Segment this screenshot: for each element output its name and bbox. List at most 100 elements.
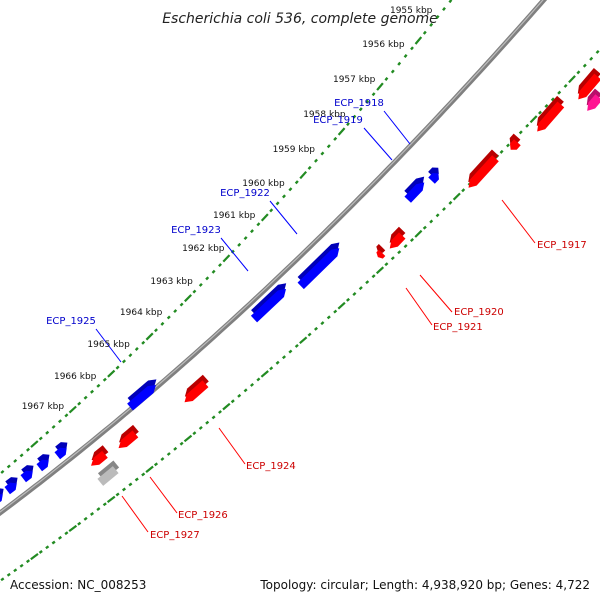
gene-reverse [536, 95, 565, 132]
inner-tick-mark [281, 355, 287, 360]
tick-label: 1964 kbp [120, 308, 163, 318]
inner-tick-mark [390, 256, 395, 261]
gene-forward [36, 454, 50, 472]
inner-tick-mark [102, 502, 107, 507]
gene-arrow-face [537, 101, 565, 132]
leader-line-forward [363, 127, 393, 161]
gene-reverse-ecp1920 [389, 226, 406, 249]
outer-tick-mark [326, 144, 331, 149]
outer-tick-mark [45, 430, 50, 435]
inner-tick-mark [337, 301, 346, 310]
inner-tick-mark [314, 326, 318, 331]
gene-reverse [91, 445, 109, 466]
tick-label: 1960 kbp [242, 179, 285, 189]
gene-arrow-face [54, 447, 67, 460]
accession-text: Accession: NC_008253 [10, 578, 147, 592]
outer-tick-mark [68, 405, 77, 414]
inner-tick-mark [218, 410, 222, 414]
inner-tick-mark [89, 512, 95, 516]
inner-tick-mark [529, 115, 538, 124]
inner-tick-mark [550, 97, 555, 102]
gene-arrow-face [578, 73, 600, 100]
gene-arrow-face [509, 139, 521, 150]
inner-tick-mark [288, 349, 293, 354]
outer-tick-mark [337, 127, 346, 136]
outer-tick-mark [414, 36, 423, 45]
outer-tick-mark [121, 359, 127, 364]
outer-tick-mark [107, 369, 116, 378]
gene-arrow-face [250, 288, 287, 323]
inner-tick-mark [30, 553, 39, 561]
outer-tick-mark [222, 254, 231, 263]
inner-tick-mark [68, 524, 78, 532]
gene-forward-ecp1918 [428, 167, 439, 184]
gene-reverse-ecp1921 [376, 244, 386, 259]
inner-tick-mark [589, 56, 594, 61]
backbone-line [0, 0, 548, 517]
inner-tick-mark [326, 315, 331, 320]
outer-tick-mark [288, 187, 293, 192]
outer-tick-mark [410, 46, 414, 51]
outer-tick-mark [376, 82, 384, 91]
outer-tick-mark [320, 151, 325, 156]
inner-tick-mark [160, 457, 165, 462]
inner-tick-mark [260, 370, 269, 378]
inner-tick-mark [563, 83, 568, 88]
leader-line-reverse [405, 287, 433, 326]
inner-tick-mark [45, 545, 50, 550]
inner-tick-mark [371, 274, 376, 279]
inner-tick-mark [269, 366, 274, 371]
inner-tick-mark [538, 110, 542, 115]
outer-tick-mark [19, 453, 24, 458]
outer-tick-mark [173, 309, 178, 314]
outer-tick-mark [134, 347, 139, 351]
inner-tick-mark [397, 250, 402, 255]
tick-label: 1956 kbp [362, 40, 405, 50]
outer-tick-ring [0, 0, 453, 476]
leader-line-forward [383, 110, 411, 145]
inner-tick-mark [83, 516, 88, 521]
gene-reverse-ecp1926 [118, 424, 139, 449]
gene-arrow-face [91, 450, 108, 466]
inner-tick-mark [320, 321, 325, 326]
outer-tick-mark [83, 395, 88, 400]
gene-label-forward: ECP_1918 [334, 98, 384, 109]
leader-line-reverse [149, 476, 178, 514]
outer-tick-mark [205, 276, 210, 281]
outer-tick-mark [154, 328, 158, 333]
inner-tick-mark [237, 393, 242, 398]
outer-tick-mark [57, 419, 63, 424]
outer-tick-mark [166, 315, 171, 320]
gene-forward-ecp1923 [250, 283, 287, 323]
inner-tick-mark [557, 90, 562, 95]
gene-arrow-face [404, 182, 425, 203]
inner-tick-mark [19, 563, 24, 568]
inner-tick-mark [13, 568, 18, 573]
tick-label: 1957 kbp [333, 75, 376, 85]
gene-labels: ECP_1918 ECP_1919 ECP_1922 ECP_1923 ECP_1925… [46, 98, 587, 541]
tick-label: 1959 kbp [273, 145, 316, 155]
tick-label: 1963 kbp [150, 277, 193, 287]
gene-arrow-face [4, 482, 17, 495]
inner-tick-mark [134, 477, 139, 482]
inner-tick-mark [96, 507, 101, 512]
inner-tick-mark [192, 431, 197, 436]
outer-tick-mark [371, 92, 376, 97]
inner-tick-mark [499, 149, 504, 154]
outer-tick-mark [390, 69, 395, 74]
outer-tick-mark [422, 30, 427, 35]
inner-tick-mark [243, 388, 248, 393]
outer-tick-mark [435, 14, 440, 19]
outer-tick-mark [256, 222, 261, 227]
outer-tick-mark [299, 170, 308, 180]
inner-tick-mark [294, 343, 299, 348]
gene-arrow-face [389, 232, 406, 249]
outer-tick-mark [429, 22, 434, 27]
inner-tick-mark [275, 360, 280, 365]
outer-tick-mark [77, 401, 82, 406]
gene-label-forward: ECP_1919 [313, 115, 363, 126]
outer-tick-mark [397, 61, 402, 66]
inner-tick-mark [525, 123, 530, 128]
outer-tick-mark [365, 99, 370, 104]
outer-tick-mark [51, 424, 56, 429]
